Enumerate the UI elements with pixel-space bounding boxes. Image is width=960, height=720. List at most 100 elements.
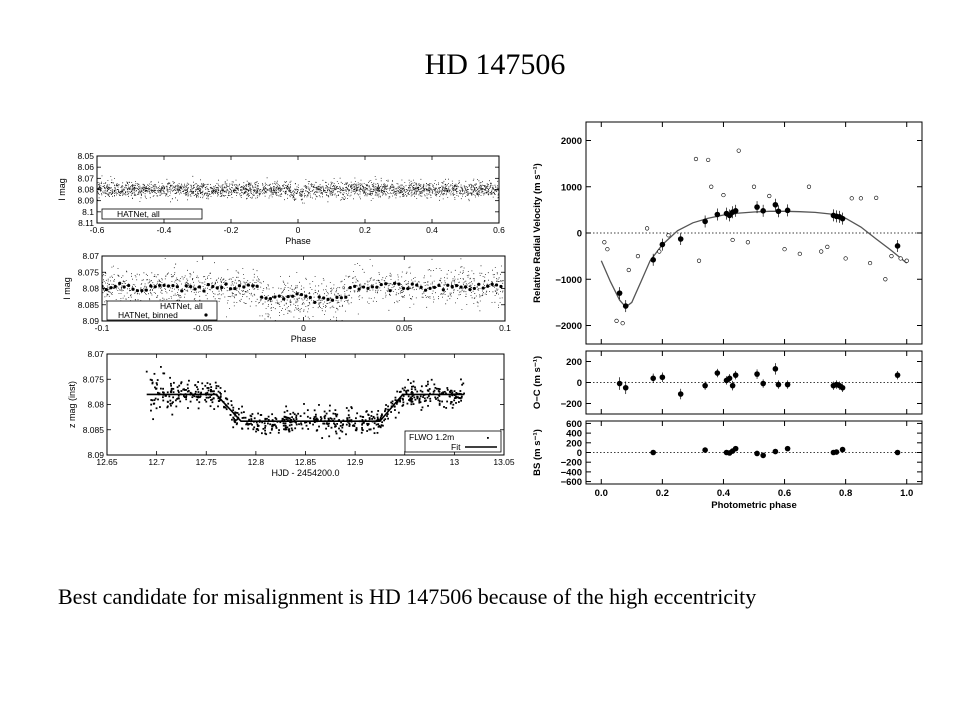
data-point [256,423,259,426]
slide-title: HD 147506 [424,48,566,81]
data-point [437,390,440,392]
data-point [313,416,316,418]
data-point [267,419,270,421]
data-point [454,397,457,399]
data-point [338,427,340,430]
data-point [274,417,277,419]
data-point [158,392,161,395]
data-point [271,413,274,416]
x-tick-label: 12.95 [394,457,416,467]
y-tick-label: 8.08 [77,185,94,195]
data-point [446,388,449,391]
data-point [264,426,266,429]
data-point [207,389,210,392]
data-point [325,412,328,415]
binned-point [224,282,228,286]
data-point [328,418,330,421]
legend: HATNet, all [101,208,203,220]
data-point [373,417,376,420]
binned-point [118,281,122,285]
residual-point [702,382,708,389]
data-point [151,379,153,382]
data-point [241,405,243,408]
data-point [419,401,422,404]
data-point [323,417,326,420]
residual-point [616,380,623,387]
data-point [264,425,267,427]
data-point [361,428,364,431]
data-point [196,396,199,399]
data-point [402,401,405,404]
x-axis-label: Phase [285,236,311,246]
data-point [405,392,408,395]
y-tick-label: 400 [566,429,582,440]
data-point [438,402,441,405]
data-point [418,401,421,404]
x-tick-label: 13 [450,457,460,467]
bisector-point [833,449,840,455]
data-point [168,395,171,398]
data-point [281,417,284,420]
x-tick-label: 0 [301,323,306,333]
data-point [407,389,410,392]
data-point [367,423,370,425]
data-point [306,409,309,412]
open-point [657,249,662,254]
legend-marker [204,313,208,317]
open-point [883,277,888,282]
data-point [227,402,230,405]
data-point [194,390,197,393]
y-tick-label: 600 [566,419,582,430]
data-point [225,408,228,411]
data-point [264,417,267,420]
data-point [178,384,181,387]
binned-point [246,283,250,287]
data-point [379,426,382,429]
y-tick-label: 8.11 [78,218,94,228]
data-point [460,399,462,402]
data-point [381,414,383,417]
data-point [247,427,250,430]
data-point [418,397,421,400]
data-point [428,388,431,390]
data-point [341,426,344,429]
data-point [387,405,389,408]
data-point [295,414,298,417]
y-tick-label: 8.09 [77,196,94,206]
x-tick-label: 0.2 [656,488,669,499]
data-point [162,372,165,375]
data-point [390,411,392,413]
data-point [433,389,436,392]
data-point [318,404,320,406]
caption-text: Best candidate for misalignment is HD 14… [58,584,757,609]
y-tick-label: 8.08 [82,284,99,294]
data-point [448,395,451,398]
y-tick-label: 8.06 [77,162,94,172]
data-point [412,403,415,405]
data-point [379,416,382,419]
chart-bs: 0.0 0.2 0.4 0.6 0.8 1.0 −600−400−2000200400600… [532,419,923,511]
binned-point [361,285,366,289]
data-point [319,416,322,418]
binned-point [102,284,104,288]
data-point [334,409,337,412]
data-point [435,398,437,400]
x-tick-label: 0.6 [493,225,505,235]
data-point [365,410,368,413]
x-tick-label: 0.4 [426,225,438,235]
chart-rv: −2000 −1000 0 1000 2000 Relative Radial Veloc… [532,121,923,345]
y-tick-label: 8.05 [77,151,94,161]
data-point [264,432,267,435]
data-point [348,423,351,426]
bisector-point [650,449,656,456]
data-point [325,422,328,425]
data-point [391,402,394,405]
residual-point [839,384,846,391]
data-point [300,423,303,426]
data-point [372,427,375,430]
data-point [155,407,158,410]
data-point [183,388,185,391]
data-point [275,418,278,420]
data-point [197,407,200,410]
data-point [288,417,291,420]
